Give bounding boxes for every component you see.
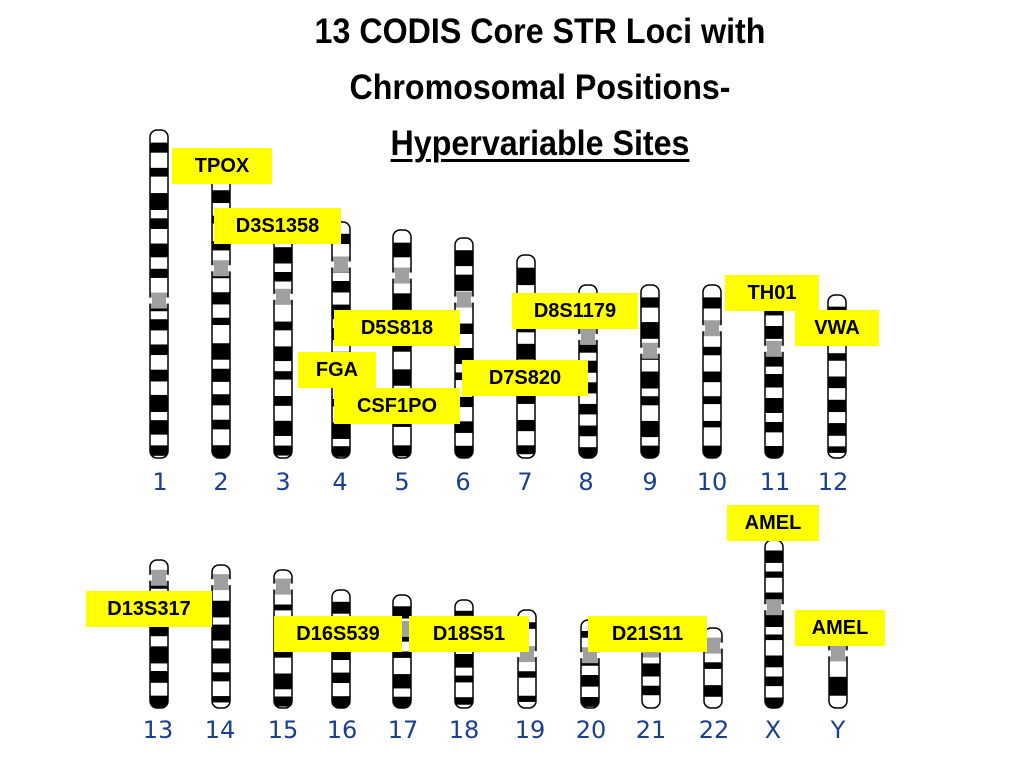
chromosome-number-3: 3 <box>275 468 291 496</box>
locus-label-d8s1179: D8S1179 <box>512 293 638 329</box>
chromosome-number-9: 9 <box>642 468 658 496</box>
chromosome-number-11: 11 <box>759 468 791 496</box>
chromosome-22 <box>703 627 723 709</box>
chromosome-number-y: Y <box>830 716 846 744</box>
locus-label-d5s818: D5S818 <box>334 310 460 346</box>
chromosome-number-20: 20 <box>575 716 607 744</box>
locus-label-tpox: TPOX <box>172 148 272 184</box>
locus-label-amel-y: AMEL <box>795 610 885 646</box>
chromosome-14 <box>211 564 231 709</box>
chromosome-number-7: 7 <box>517 468 533 496</box>
chromosome-number-8: 8 <box>578 468 594 496</box>
chromosome-number-5: 5 <box>394 468 410 496</box>
locus-label-th01: TH01 <box>725 275 819 311</box>
chromosome-number-15: 15 <box>267 716 299 744</box>
chromosome-number-6: 6 <box>455 468 471 496</box>
chromosome-number-16: 16 <box>326 716 358 744</box>
locus-label-d3s1358: D3S1358 <box>214 208 341 244</box>
title-line-3: Hypervariable Sites <box>390 124 690 163</box>
chromosome-13 <box>149 559 169 709</box>
page-title: 13 CODIS Core STR Loci with Chromosomal … <box>264 4 816 172</box>
chromosome-7 <box>516 254 536 459</box>
chromosome-9 <box>640 284 660 459</box>
chromosome-11 <box>764 289 784 459</box>
locus-label-d16s539: D16S539 <box>274 616 402 652</box>
chromosome-number-13: 13 <box>142 716 174 744</box>
chromosome-number-x: X <box>764 716 782 744</box>
title-line-1: 13 CODIS Core STR Loci with <box>314 12 766 51</box>
chromosome-2 <box>211 151 231 459</box>
chromosome-10 <box>702 284 722 459</box>
chromosome-1 <box>149 129 169 459</box>
chromosome-6 <box>454 237 474 459</box>
chromosome-number-17: 17 <box>387 716 419 744</box>
title-line-2: Chromosomal Positions- <box>349 68 731 107</box>
chromosome-number-19: 19 <box>514 716 546 744</box>
locus-label-d21s11: D21S11 <box>588 616 707 652</box>
chromosome-number-1: 1 <box>152 468 168 496</box>
locus-label-d13s317: D13S317 <box>86 591 212 627</box>
locus-label-d7s820: D7S820 <box>462 360 588 396</box>
chromosome-number-12: 12 <box>817 468 849 496</box>
chromosome-x <box>764 539 784 709</box>
chromosome-number-4: 4 <box>332 468 348 496</box>
chromosome-3 <box>273 209 293 459</box>
chromosome-number-22: 22 <box>698 716 730 744</box>
chromosome-number-10: 10 <box>696 468 728 496</box>
locus-label-csf1po: CSF1PO <box>334 388 460 424</box>
chromosome-number-14: 14 <box>204 716 236 744</box>
locus-label-vwa: VWA <box>795 310 879 346</box>
chromosome-number-2: 2 <box>213 468 229 496</box>
locus-label-d18s51: D18S51 <box>409 616 529 652</box>
locus-label-fga: FGA <box>298 352 376 388</box>
locus-label-amel-x: AMEL <box>727 505 819 541</box>
chromosome-number-18: 18 <box>448 716 480 744</box>
chromosome-number-21: 21 <box>635 716 667 744</box>
